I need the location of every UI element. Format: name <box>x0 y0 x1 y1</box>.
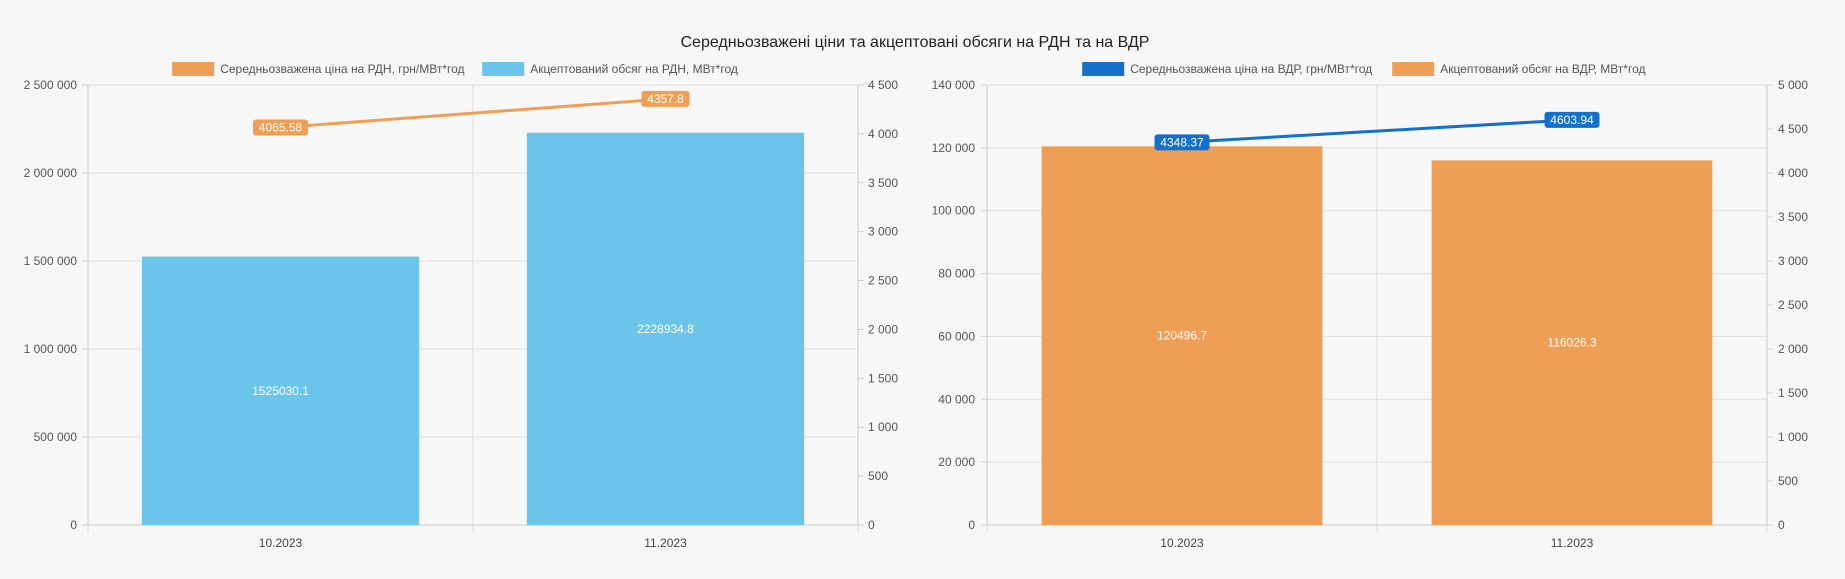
legend-swatch <box>1392 62 1435 76</box>
y-right-tick-label: 4 500 <box>1778 122 1808 136</box>
line-point-label: 4065.58 <box>259 120 303 134</box>
bar-data-label: 2228934.8 <box>637 322 694 336</box>
y-right-tick-label: 3 000 <box>1778 254 1808 268</box>
y-left-tick-label: 2 500 000 <box>24 78 78 92</box>
y-right-tick-label: 0 <box>868 518 875 532</box>
y-right-tick-label: 1 500 <box>1778 386 1808 400</box>
y-left-tick-label: 20 000 <box>938 455 975 469</box>
line-point-label: 4603.94 <box>1550 113 1594 127</box>
y-right-tick-label: 0 <box>1778 518 1785 532</box>
bar <box>1041 146 1323 525</box>
legend-swatch <box>482 62 525 76</box>
y-left-tick-label: 80 000 <box>938 267 975 281</box>
line-point-label: 4357.8 <box>647 92 684 106</box>
bar-data-label: 1525030.1 <box>252 384 309 398</box>
y-right-tick-label: 2 000 <box>1778 342 1808 356</box>
x-tick-label: 10.2023 <box>1160 536 1204 550</box>
legend-swatch <box>1082 62 1125 76</box>
y-right-tick-label: 5 000 <box>1778 78 1808 92</box>
y-right-tick-label: 1 500 <box>868 371 898 385</box>
x-tick-label: 11.2023 <box>1551 536 1594 550</box>
line-point-label: 4348.37 <box>1160 135 1204 149</box>
y-right-tick-label: 4 500 <box>868 78 898 92</box>
line-point-label-box <box>1154 134 1210 151</box>
y-left-tick-label: 60 000 <box>938 329 975 343</box>
y-right-tick-label: 2 000 <box>868 322 898 336</box>
y-right-tick-label: 4 000 <box>1778 166 1808 180</box>
bar-data-label: 120496.7 <box>1157 329 1207 343</box>
legend-label: Середньозважена ціна на РДН, грн/МВт*год <box>220 62 464 76</box>
line-point-label-box <box>1544 111 1600 128</box>
line-point-label-box <box>253 119 308 136</box>
y-right-tick-label: 1 000 <box>1778 430 1808 444</box>
y-right-tick-label: 3 000 <box>868 225 898 239</box>
y-right-tick-label: 500 <box>1778 474 1798 488</box>
line-point-label-box <box>641 90 690 107</box>
y-left-tick-label: 140 000 <box>932 78 976 92</box>
y-left-tick-label: 0 <box>968 518 975 532</box>
y-right-tick-label: 3 500 <box>1778 210 1808 224</box>
y-left-tick-label: 120 000 <box>932 141 976 155</box>
y-left-tick-label: 100 000 <box>932 204 976 218</box>
y-right-tick-label: 4 000 <box>868 127 898 141</box>
y-left-tick-label: 40 000 <box>938 392 975 406</box>
legend-label: Акцептований обсяг на РДН, МВт*год <box>530 62 738 76</box>
y-left-tick-label: 0 <box>70 518 77 532</box>
bar <box>526 132 805 526</box>
bar-data-label: 116026.3 <box>1547 336 1596 350</box>
legend-swatch <box>172 62 215 76</box>
y-left-tick-label: 1 000 000 <box>24 342 78 356</box>
bar <box>1431 160 1713 525</box>
x-tick-label: 11.2023 <box>644 536 687 550</box>
y-left-tick-label: 2 000 000 <box>24 166 78 180</box>
y-right-tick-label: 1 000 <box>868 420 898 434</box>
y-right-tick-label: 2 500 <box>868 274 898 288</box>
series-line <box>280 97 666 129</box>
y-right-tick-label: 500 <box>868 469 888 483</box>
y-right-tick-label: 2 500 <box>1778 298 1808 312</box>
legend-label: Акцептований обсяг на ВДР, МВт*год <box>1440 62 1645 76</box>
y-left-tick-label: 1 500 000 <box>24 254 78 268</box>
bar <box>141 256 420 525</box>
series-line <box>1181 118 1573 144</box>
chart-title: Середньозважені ціни та акцептовані обся… <box>681 34 1150 51</box>
legend-label: Середньозважена ціна на ВДР, грн/МВт*год <box>1130 62 1372 76</box>
x-tick-label: 10.2023 <box>259 536 303 550</box>
y-left-tick-label: 500 000 <box>34 430 78 444</box>
y-right-tick-label: 3 500 <box>868 176 898 190</box>
